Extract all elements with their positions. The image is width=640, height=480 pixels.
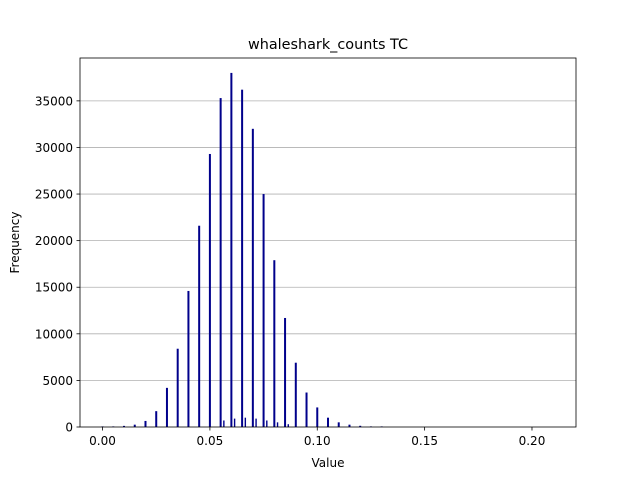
histogram-bar (255, 418, 257, 427)
x-tick-label: 0.20 (519, 434, 546, 448)
histogram-bar (219, 98, 222, 428)
x-tick-label: 0.05 (197, 434, 224, 448)
histogram-bar (244, 417, 247, 427)
histogram-bar (198, 225, 201, 427)
histogram-bar (176, 348, 179, 427)
x-tick-label: 0.00 (89, 434, 116, 448)
histogram-bar (276, 422, 279, 427)
plot-frame (79, 57, 577, 428)
histogram-bar (337, 422, 340, 427)
histogram-bar (123, 425, 126, 427)
y-tick-label: 30000 (35, 141, 73, 155)
histogram-bar (273, 260, 276, 427)
x-tick-label: 0.10 (304, 434, 331, 448)
y-tick-label: 15000 (35, 281, 73, 295)
histogram-bar (294, 362, 297, 427)
histogram-bar (287, 424, 289, 427)
y-tick-label: 5000 (42, 374, 73, 388)
y-tick-label: 0 (65, 421, 73, 435)
histogram-bar (133, 424, 136, 427)
histogram-bar (305, 392, 308, 427)
histogram-bar (262, 194, 265, 427)
chart-title: whaleshark_counts TC (248, 37, 408, 53)
histogram-bar (241, 89, 244, 427)
histogram-bar (230, 72, 233, 427)
histogram-bar (187, 290, 190, 427)
y-tick-label: 25000 (35, 188, 73, 202)
histogram-bar (266, 420, 268, 427)
y-axis-ticks: 0 5000 10000 15000 20000 25000 30000 35000 (35, 94, 80, 435)
grid-lines (80, 100, 576, 381)
histogram-bar (144, 420, 147, 427)
histogram-bar (165, 387, 168, 427)
x-axis-ticks: 0.00 0.05 0.10 0.15 0.20 (89, 427, 545, 448)
histogram-bar (208, 153, 211, 427)
histogram-bar (359, 425, 362, 427)
y-tick-label: 35000 (35, 94, 73, 108)
y-tick-label: 10000 (35, 327, 73, 341)
histogram-bar (316, 407, 319, 427)
y-tick-label: 20000 (35, 234, 73, 248)
y-axis-label: Frequency (8, 212, 22, 274)
histogram-bar (233, 418, 236, 427)
x-axis-label: Value (312, 456, 345, 470)
histogram-bar (348, 424, 351, 427)
histogram-bar (223, 420, 225, 427)
histogram-bar (155, 411, 158, 427)
histogram-bar (327, 417, 329, 427)
bars (101, 72, 383, 428)
x-tick-label: 0.15 (411, 434, 438, 448)
histogram-bar (251, 128, 254, 427)
histogram-bar (284, 317, 287, 427)
